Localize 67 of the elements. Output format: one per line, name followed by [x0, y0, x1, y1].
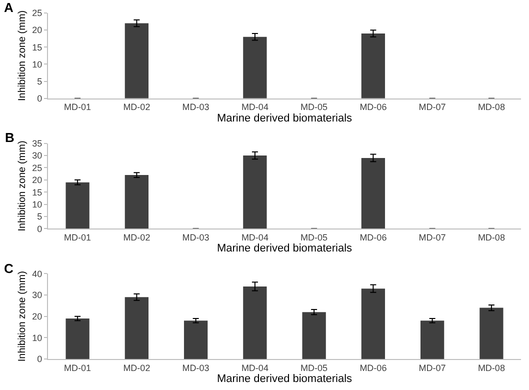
- x-tick-label: MD-01: [64, 232, 92, 242]
- y-tick-label: 5: [37, 76, 42, 86]
- x-tick-label: MD-07: [418, 232, 446, 242]
- x-tick-label: MD-03: [182, 232, 210, 242]
- y-tick-label: 15: [32, 42, 42, 52]
- y-axis-title: Inhibition zone (mm): [17, 140, 28, 232]
- bar: [124, 23, 149, 98]
- x-tick-label: MD-02: [123, 362, 150, 373]
- bar: [361, 288, 386, 359]
- x-tick-label: MD-02: [123, 102, 150, 112]
- bar: [243, 156, 267, 229]
- y-axis-title: Inhibition zone (mm): [17, 10, 28, 101]
- bar: [66, 182, 90, 229]
- x-tick-label: MD-02: [123, 232, 150, 242]
- y-tick-label: 25: [32, 162, 42, 173]
- y-tick-label: 0: [37, 354, 42, 364]
- y-axis-title: Inhibition zone (mm): [17, 271, 28, 362]
- y-tick-label: 30: [32, 150, 42, 161]
- x-tick-label: MD-06: [360, 362, 387, 373]
- x-tick-label: MD-04: [241, 102, 268, 112]
- x-tick-label: MD-08: [478, 232, 505, 242]
- bar: [361, 33, 386, 98]
- x-tick-label: MD-05: [300, 362, 328, 373]
- x-tick-label: MD-08: [478, 102, 505, 112]
- y-tick-label: 15: [32, 187, 42, 198]
- y-tick-label: 0: [37, 94, 42, 104]
- y-tick-label: 30: [32, 290, 42, 300]
- y-tick-label: 20: [32, 175, 42, 186]
- chart-title: B: [5, 130, 14, 145]
- bar: [66, 318, 90, 359]
- y-tick-label: 10: [32, 332, 42, 343]
- x-tick-label: MD-01: [64, 102, 92, 112]
- bar: [302, 312, 326, 359]
- y-tick-label: 20: [32, 25, 42, 36]
- bar: [361, 158, 386, 229]
- x-axis-title: Marine derived biomaterials: [216, 242, 353, 255]
- y-tick-label: 5: [37, 212, 42, 222]
- bar: [420, 320, 444, 359]
- x-tick-label: MD-07: [418, 362, 446, 373]
- x-axis-title: Marine derived biomaterials: [216, 112, 353, 124]
- y-tick-label: 40: [32, 268, 42, 279]
- bar: [184, 320, 208, 359]
- y-tick-label: 20: [32, 311, 42, 322]
- bar: [480, 308, 504, 359]
- x-tick-label: MD-04: [241, 362, 268, 373]
- x-tick-label: MD-06: [360, 232, 387, 242]
- y-tick-label: 0: [37, 224, 42, 234]
- x-tick-label: MD-01: [64, 362, 92, 373]
- x-axis-title: Marine derived biomaterials: [216, 373, 353, 385]
- x-tick-label: MD-05: [300, 102, 328, 112]
- y-tick-label: 10: [32, 199, 42, 210]
- y-tick-label: 35: [32, 138, 42, 148]
- chart-title: A: [4, 0, 14, 15]
- x-tick-label: MD-03: [182, 362, 210, 373]
- chart-title: C: [4, 261, 14, 276]
- bar: [124, 175, 149, 229]
- y-tick-label: 10: [32, 59, 42, 70]
- bar: [243, 286, 267, 359]
- x-tick-label: MD-04: [241, 232, 268, 242]
- x-tick-label: MD-08: [478, 362, 505, 373]
- x-tick-label: MD-07: [418, 102, 446, 112]
- y-tick-label: 25: [32, 8, 42, 18]
- bar: [243, 36, 267, 98]
- x-tick-label: MD-03: [182, 102, 210, 112]
- x-tick-label: MD-06: [360, 102, 387, 112]
- bar: [124, 297, 149, 359]
- x-tick-label: MD-05: [300, 232, 328, 242]
